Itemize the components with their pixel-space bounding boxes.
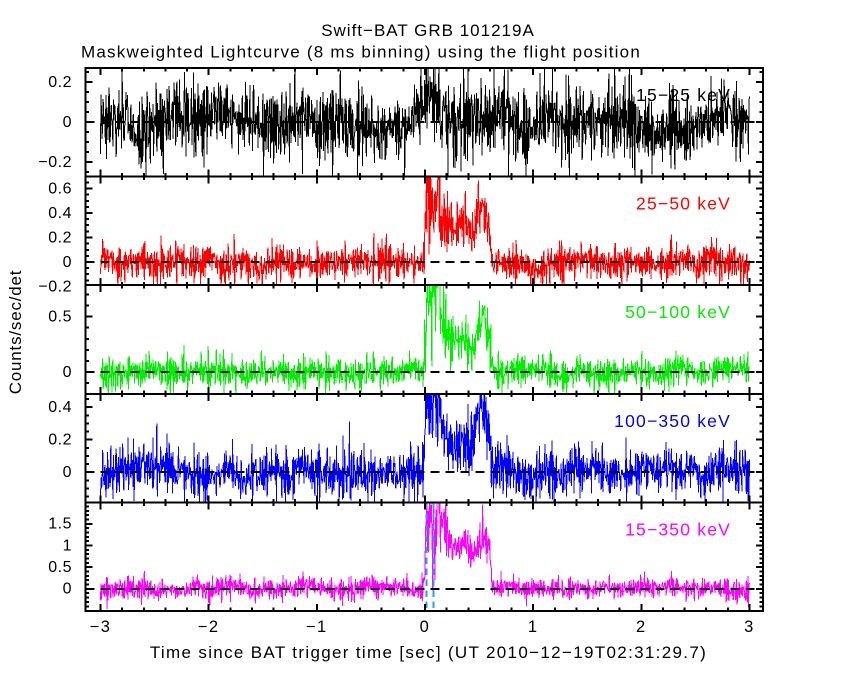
- svg-text:1: 1: [63, 537, 72, 554]
- svg-text:−0.2: −0.2: [38, 278, 72, 295]
- svg-text:−2: −2: [198, 618, 220, 636]
- svg-text:0: 0: [63, 254, 72, 271]
- svg-text:−0.2: −0.2: [38, 154, 72, 171]
- svg-text:15−350 keV: 15−350 keV: [625, 519, 731, 539]
- svg-text:1: 1: [528, 618, 539, 636]
- svg-text:0: 0: [63, 114, 72, 131]
- svg-text:0.4: 0.4: [48, 399, 72, 416]
- svg-text:25−50 keV: 25−50 keV: [636, 194, 731, 214]
- svg-text:100−350 keV: 100−350 keV: [614, 411, 731, 431]
- svg-text:0.4: 0.4: [48, 205, 72, 222]
- svg-text:Time since BAT trigger time [s: Time since BAT trigger time [sec] (UT 20…: [150, 643, 707, 662]
- svg-text:2: 2: [636, 618, 647, 636]
- svg-text:−3: −3: [90, 618, 112, 636]
- svg-text:0: 0: [63, 464, 72, 481]
- svg-text:15−25 keV: 15−25 keV: [636, 85, 731, 105]
- svg-text:0.5: 0.5: [48, 308, 72, 325]
- svg-text:0.5: 0.5: [48, 559, 72, 576]
- svg-text:Swift−BAT GRB 101219A: Swift−BAT GRB 101219A: [321, 21, 535, 40]
- svg-text:0: 0: [420, 618, 431, 636]
- svg-text:1.5: 1.5: [48, 516, 72, 533]
- svg-text:0.2: 0.2: [48, 74, 72, 91]
- svg-text:−1: −1: [306, 618, 328, 636]
- svg-text:0: 0: [63, 364, 72, 381]
- svg-text:Maskweighted Lightcurve (8 ms: Maskweighted Lightcurve (8 ms binning) u…: [81, 43, 641, 62]
- svg-text:0.6: 0.6: [48, 180, 72, 197]
- svg-text:0.2: 0.2: [48, 432, 72, 449]
- svg-text:0.2: 0.2: [48, 229, 72, 246]
- svg-text:Counts/sec/det: Counts/sec/det: [6, 270, 25, 395]
- svg-text:0: 0: [63, 581, 72, 598]
- svg-text:50−100 keV: 50−100 keV: [625, 302, 731, 322]
- svg-text:3: 3: [744, 618, 755, 636]
